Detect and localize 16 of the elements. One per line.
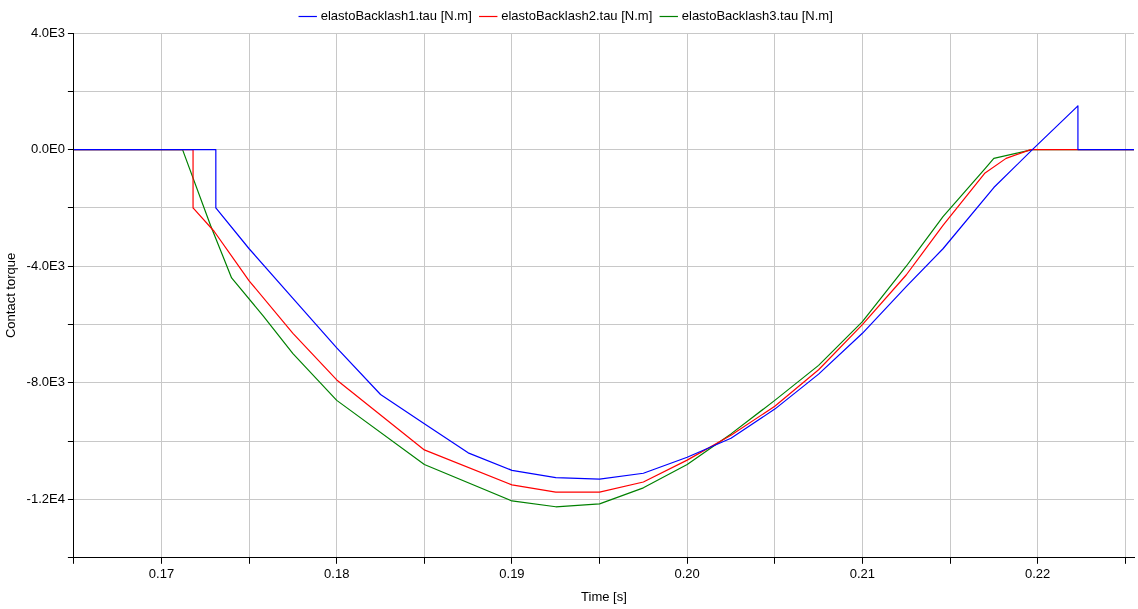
y-tick-label: 0.0E0 — [30, 141, 65, 157]
y-tick-label: -8.0E3 — [26, 374, 65, 390]
legend-label: elastoBacklash2.tau [N.m] — [501, 8, 653, 24]
x-tick-label: 0.17 — [148, 566, 175, 582]
x-tick-label: 0.21 — [849, 566, 876, 582]
x-tick-label: 0.20 — [674, 566, 700, 582]
x-tick-label: 0.19 — [499, 566, 525, 582]
x-axis-title: Time [s] — [581, 588, 627, 604]
x-tick-label: 0.18 — [324, 566, 350, 582]
y-tick-label: 4.0E3 — [30, 24, 65, 40]
y-axis-title: Contact torque — [3, 252, 19, 339]
x-tick-label: 0.22 — [1024, 566, 1051, 582]
y-tick-label: -4.0E3 — [26, 257, 65, 273]
legend-label: elastoBacklash1.tau [N.m] — [320, 8, 472, 24]
legend-label: elastoBacklash3.tau [N.m] — [681, 8, 833, 24]
y-tick-label: -1.2E4 — [26, 491, 65, 507]
